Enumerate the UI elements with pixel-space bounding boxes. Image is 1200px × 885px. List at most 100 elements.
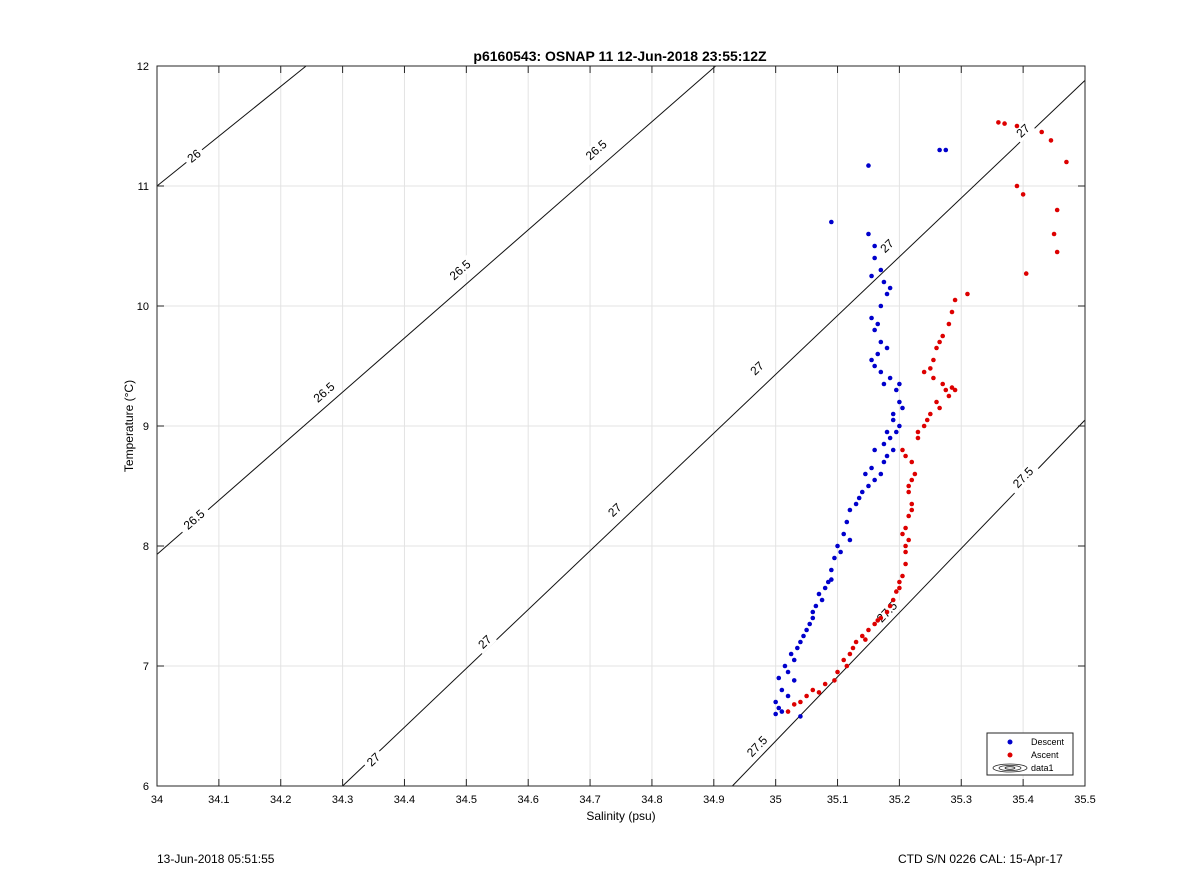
descent-point (887, 285, 893, 291)
legend-label: Descent (1031, 737, 1065, 747)
descent-point (878, 339, 884, 345)
descent-point (798, 714, 803, 719)
ascent-point (909, 459, 915, 465)
descent-point (872, 363, 877, 369)
x-tick-label: 34.5 (456, 794, 477, 806)
descent-point (872, 243, 877, 249)
ascent-point (903, 561, 908, 567)
legend-contour-icon (1004, 766, 1016, 770)
legend-contour-icon (992, 763, 1028, 773)
ascent-point (847, 651, 853, 657)
contour-label-bg (740, 729, 774, 764)
descent-point (782, 663, 788, 669)
descent-point (881, 459, 887, 465)
x-tick-label: 35.2 (889, 794, 910, 806)
y-tick-label: 7 (143, 661, 149, 673)
contour-label-bg (472, 630, 497, 654)
contour-label-group: 27 (472, 630, 497, 654)
ascent-point (1048, 138, 1054, 143)
descent-point (856, 495, 862, 501)
contour-label-bg (1011, 118, 1036, 143)
descent-point (937, 147, 942, 153)
ascent-point (946, 321, 952, 327)
descent-point (798, 639, 803, 645)
descent-point (795, 645, 800, 651)
descent-point (872, 255, 877, 261)
descent-point (894, 429, 899, 435)
ascent-point (894, 589, 899, 594)
contour-line-26 (156, 65, 307, 187)
descent-point (829, 219, 834, 225)
legend-contour-icon (998, 765, 1022, 772)
descent-point (863, 471, 868, 477)
y-tick-label: 10 (137, 301, 149, 313)
ascent-point (1002, 121, 1007, 126)
contour-label-bg (602, 498, 627, 522)
ascent-point (1039, 129, 1044, 135)
descent-point (869, 273, 874, 279)
contour-line-26.5 (156, 65, 716, 555)
contour-label-group: 27.5 (1006, 460, 1040, 495)
descent-point (813, 603, 819, 609)
ascent-point (903, 453, 908, 459)
ascent-point (804, 693, 809, 699)
legend-label: Ascent (1031, 750, 1059, 760)
ascent-point (875, 618, 881, 623)
descent-point (890, 447, 896, 453)
descent-point (887, 375, 893, 381)
descent-point (847, 537, 853, 543)
contour-label-bg (361, 747, 386, 772)
descent-point (835, 543, 840, 549)
contour-label-bg (578, 133, 614, 167)
ascent-point (897, 585, 902, 591)
y-axis-label: Temperature (°C) (122, 380, 136, 472)
ascent-point (900, 531, 905, 537)
contour-label-group: 27 (874, 234, 900, 258)
ascent-point (816, 690, 822, 695)
descent-point (884, 291, 890, 297)
descent-point (869, 465, 874, 471)
ascent-point (906, 537, 911, 543)
descent-point (807, 621, 812, 627)
ascent-point (900, 447, 905, 453)
ascent-point (931, 375, 936, 381)
descent-point (890, 411, 896, 417)
legend-label: data1 (1031, 763, 1054, 773)
legend: Descent Ascent data1 (986, 732, 1074, 776)
x-tick-label: 34.7 (579, 794, 600, 806)
ascent-point (785, 709, 791, 714)
x-tick-label: 35.4 (1012, 794, 1033, 806)
contour-label-group: 26.5 (176, 503, 212, 537)
y-tick-label: 11 (138, 181, 149, 193)
descent-point (878, 471, 884, 477)
ascent-point (928, 366, 933, 371)
x-axis-label: Salinity (psu) (586, 809, 655, 823)
descent-point (943, 147, 949, 153)
descent-point (866, 163, 871, 168)
ascent-point (906, 483, 911, 489)
descent-point (825, 579, 831, 585)
descent-point (872, 477, 877, 483)
contour-label-bg (745, 356, 770, 381)
descent-point (884, 453, 890, 459)
ascent-point (903, 543, 908, 549)
descent-point (872, 327, 877, 333)
ascent-point (934, 399, 939, 405)
descent-point (890, 417, 896, 423)
contour-label-bg (176, 503, 212, 537)
descent-point (866, 483, 871, 489)
ascent-point (791, 702, 797, 707)
ascent-point (965, 291, 970, 297)
descent-point (897, 381, 902, 387)
descent-point (822, 585, 828, 591)
ascent-point (1054, 249, 1060, 255)
contour-label-group: 26.5 (442, 253, 478, 287)
descent-point (773, 699, 778, 705)
contour-label-group: 27 (361, 747, 386, 772)
descent-point (847, 507, 853, 513)
descent-point (804, 627, 809, 633)
contour-label-group: 27 (1011, 118, 1036, 143)
ascent-point (1054, 207, 1060, 213)
ascent-point (906, 489, 911, 495)
